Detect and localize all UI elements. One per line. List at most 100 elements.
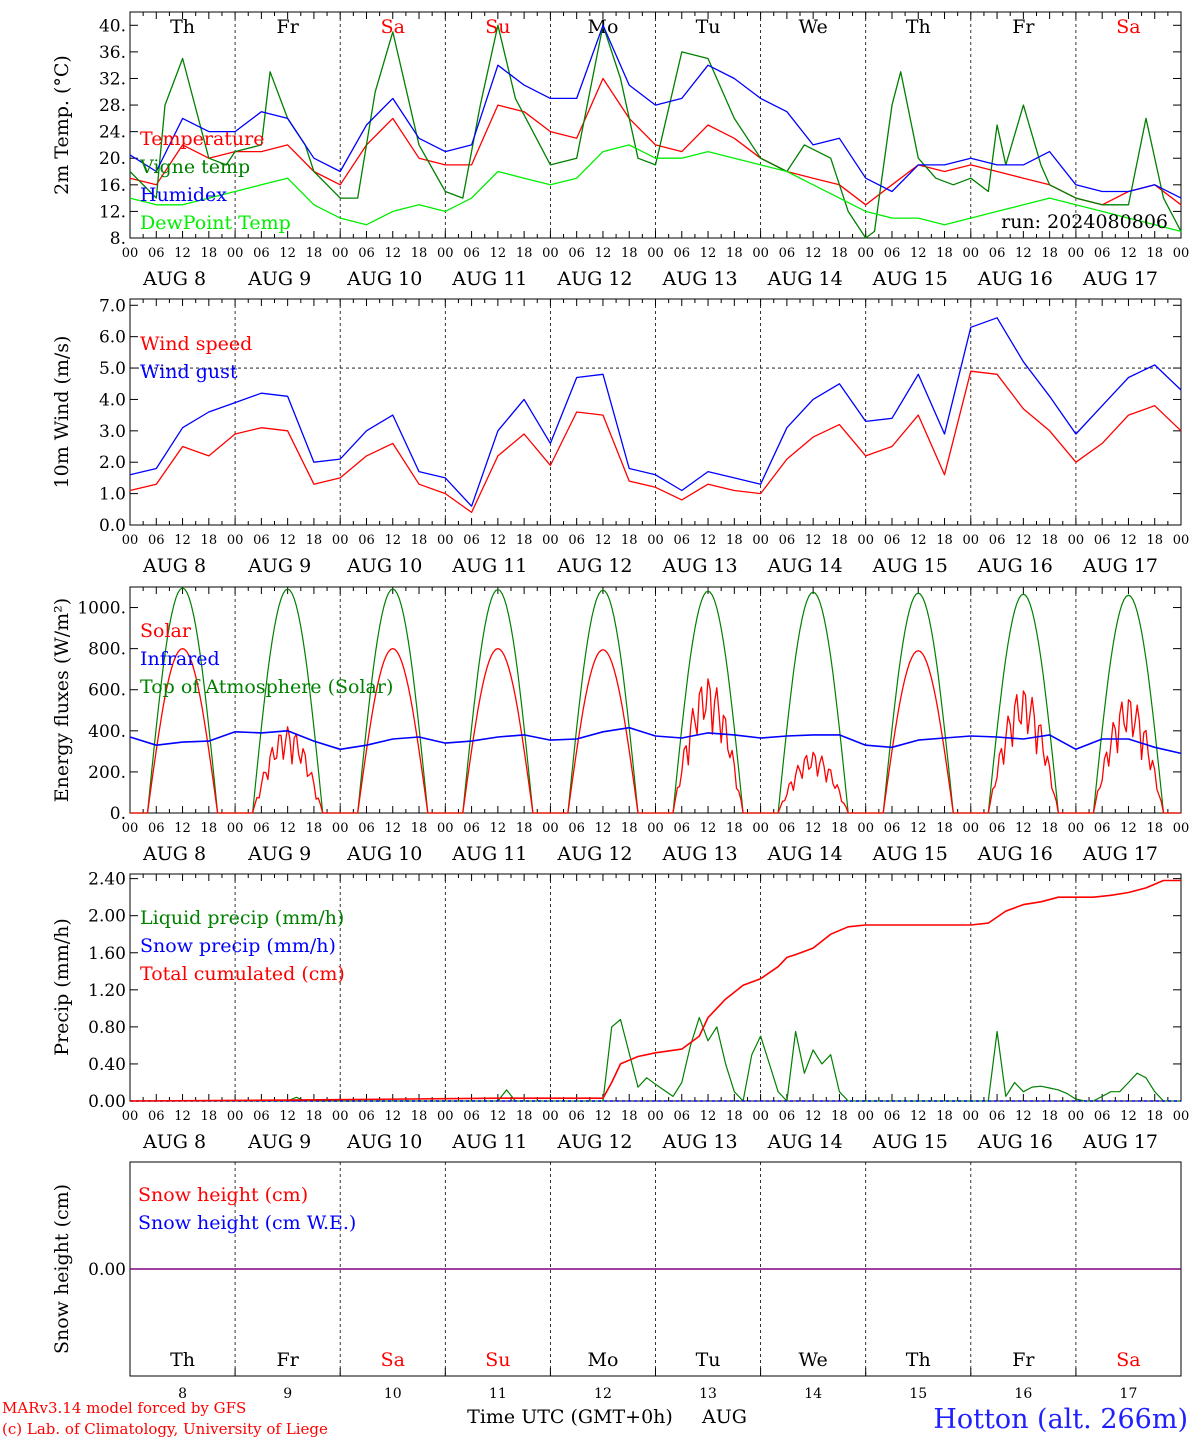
x-hour-label: 00 — [1068, 1109, 1085, 1124]
x-hour-label: 18 — [1146, 821, 1163, 836]
y-tick-label: 12. — [99, 202, 126, 222]
x-date-label: AUG 12 — [556, 555, 632, 577]
series-line — [129, 317, 1182, 507]
x-date-number: 14 — [804, 1386, 822, 1402]
y-tick-label: 400. — [88, 722, 126, 742]
x-hour-label: 18 — [201, 246, 218, 261]
series-line — [129, 144, 1182, 233]
x-hour-label: 00 — [122, 246, 139, 261]
x-hour-label: 12 — [279, 533, 296, 548]
x-hour-label: 18 — [936, 246, 953, 261]
x-hour-label: 06 — [253, 246, 270, 261]
x-date-label: AUG 17 — [1082, 555, 1158, 577]
x-hour-label: 00 — [963, 533, 980, 548]
panel-temp: 2m Temp. (°C)40.36.32.28.24.20.16.12.8.0… — [51, 11, 1189, 290]
x-hour-label: 18 — [936, 1109, 953, 1124]
x-date-label: AUG 14 — [767, 555, 843, 577]
x-hour-label: 00 — [227, 821, 244, 836]
y-tick-label: 0. — [110, 804, 126, 824]
x-hour-label: 00 — [1068, 246, 1085, 261]
x-date-number: 9 — [283, 1386, 292, 1402]
x-date-label: AUG 15 — [872, 555, 948, 577]
x-hour-label: 06 — [568, 821, 585, 836]
y-tick-label: 1.20 — [88, 981, 126, 1001]
x-date-label: AUG 16 — [977, 1131, 1053, 1153]
x-axis-title: Time UTC (GMT+0h) — [467, 1406, 673, 1428]
x-hour-label: 06 — [779, 1109, 796, 1124]
day-of-week-label: Su — [485, 1349, 510, 1371]
x-hour-label: 12 — [384, 821, 401, 836]
x-hour-label: 18 — [201, 821, 218, 836]
x-hour-label: 18 — [516, 1109, 533, 1124]
legend-entry: Snow height (cm W.E.) — [138, 1212, 356, 1234]
x-hour-label: 06 — [779, 533, 796, 548]
x-hour-label: 00 — [542, 533, 559, 548]
x-hour-label: 12 — [700, 1109, 717, 1124]
x-hour-label: 12 — [1120, 533, 1137, 548]
x-hour-label: 06 — [779, 246, 796, 261]
y-tick-label: 24. — [99, 123, 126, 143]
x-hour-label: 06 — [463, 821, 480, 836]
x-hour-label: 12 — [384, 1109, 401, 1124]
credit-line-2: (c) Lab. of Climatology, University of L… — [2, 1420, 328, 1438]
day-of-week-label: Mo — [587, 1349, 618, 1371]
day-of-week-label: Sa — [381, 1349, 405, 1371]
x-hour-label: 06 — [1094, 1109, 1111, 1124]
x-date-number: 16 — [1014, 1386, 1032, 1402]
y-tick-label: 1.0 — [99, 485, 126, 505]
x-hour-label: 12 — [700, 533, 717, 548]
x-hour-label: 00 — [857, 246, 874, 261]
y-tick-label: 40. — [99, 16, 126, 36]
x-hour-label: 18 — [516, 533, 533, 548]
x-hour-label: 18 — [306, 821, 323, 836]
x-hour-label: 12 — [910, 533, 927, 548]
x-hour-label: 06 — [884, 246, 901, 261]
day-of-week-label: Fr — [1012, 16, 1035, 38]
y-tick-label: 5.0 — [99, 359, 126, 379]
x-hour-label: 18 — [726, 246, 743, 261]
x-hour-label: 18 — [1146, 1109, 1163, 1124]
x-hour-label: 00 — [752, 1109, 769, 1124]
x-date-label: AUG 13 — [661, 268, 737, 290]
x-hour-label: 12 — [700, 821, 717, 836]
x-hour-label: 06 — [1094, 533, 1111, 548]
x-hour-label: 06 — [568, 1109, 585, 1124]
x-hour-label: 18 — [936, 533, 953, 548]
day-of-week-label: Th — [906, 1349, 931, 1371]
x-hour-label: 00 — [647, 246, 664, 261]
x-hour-label: 06 — [253, 821, 270, 836]
x-date-label: AUG 9 — [247, 1131, 311, 1153]
x-hour-label: 00 — [122, 821, 139, 836]
x-date-label: AUG 13 — [661, 843, 737, 865]
x-hour-label: 18 — [726, 821, 743, 836]
x-date-number: 10 — [384, 1386, 402, 1402]
x-date-label: AUG 16 — [977, 555, 1053, 577]
legend-entry: Top of Atmosphere (Solar) — [140, 676, 393, 698]
x-hour-label: 18 — [621, 1109, 638, 1124]
x-hour-label: 06 — [779, 821, 796, 836]
x-hour-label: 06 — [568, 533, 585, 548]
y-tick-label: 2.40 — [88, 870, 126, 890]
x-hour-label: 06 — [148, 1109, 165, 1124]
x-hour-label: 12 — [595, 246, 612, 261]
run-annotation: run: 2024080806 — [1001, 211, 1168, 233]
x-hour-label: 12 — [174, 246, 191, 261]
x-hour-label: 18 — [1041, 533, 1058, 548]
y-axis-title: Energy fluxes (W/m²) — [51, 598, 73, 802]
x-hour-label: 06 — [568, 246, 585, 261]
day-of-week-label: Fr — [277, 16, 300, 38]
x-date-label: AUG 13 — [661, 555, 737, 577]
x-hour-label: 18 — [516, 821, 533, 836]
legend-entry: DewPoint Temp — [140, 212, 291, 234]
x-hour-label: 00 — [542, 1109, 559, 1124]
y-tick-label: 16. — [99, 176, 126, 196]
x-date-label: AUG 8 — [142, 555, 206, 577]
x-hour-label: 00 — [437, 246, 454, 261]
x-date-label: AUG 12 — [556, 268, 632, 290]
x-hour-label: 12 — [805, 1109, 822, 1124]
x-hour-label: 12 — [279, 821, 296, 836]
legend-entry: Snow height (cm) — [138, 1184, 308, 1206]
x-date-number: 12 — [594, 1386, 612, 1402]
x-hour-label: 00 — [227, 533, 244, 548]
x-hour-label: 12 — [1120, 246, 1137, 261]
